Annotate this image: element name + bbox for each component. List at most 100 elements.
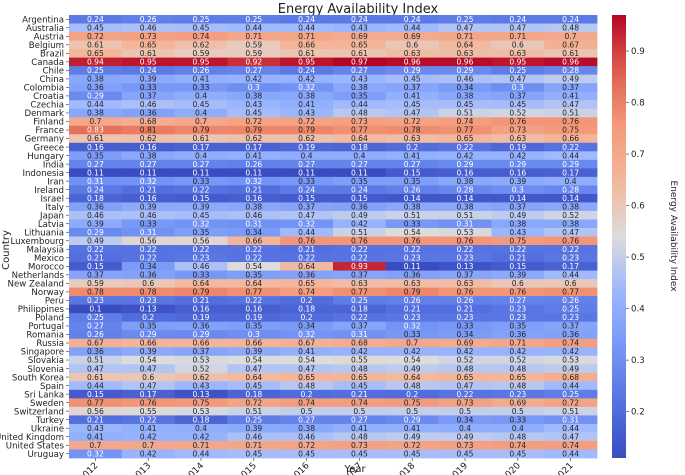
cell-value-label: 0.45 <box>351 449 368 458</box>
cell-value-label: 0.65 <box>351 373 368 382</box>
y-tick-label: Japan <box>39 211 64 221</box>
cell-value-label: 0.37 <box>509 202 526 211</box>
heatmap-cell <box>544 108 598 118</box>
heatmap-cell <box>385 219 439 229</box>
cell-value-label: 0.68 <box>562 373 579 382</box>
cell-value-label: 0.68 <box>351 339 368 348</box>
cell-value-label: 0.11 <box>140 168 157 177</box>
cell-value-label: 0.45 <box>193 100 210 109</box>
cell-value-label: 0.59 <box>245 41 262 50</box>
cell-value-label: 0.44 <box>193 449 210 458</box>
heatmap-cell <box>174 176 228 186</box>
y-tick-label: Luxembourg <box>10 237 64 247</box>
heatmap-cell <box>69 347 123 357</box>
cell-value-label: 0.2 <box>406 390 418 399</box>
heatmap-cell <box>174 134 228 144</box>
y-tick-label: Hungary <box>27 152 64 162</box>
heatmap-cell <box>333 32 387 41</box>
cell-value-label: 0.36 <box>87 83 104 92</box>
heatmap-cell <box>385 210 439 220</box>
heatmap-cell <box>280 227 334 237</box>
heatmap-cell <box>280 40 334 50</box>
cell-value-label: 0.94 <box>87 58 104 67</box>
cell-value-label: 0.14 <box>457 194 474 203</box>
cell-value-label: 0.47 <box>140 364 157 373</box>
cell-value-label: 0.23 <box>509 390 526 399</box>
heatmap-cell <box>69 49 123 58</box>
cell-value-label: 0.46 <box>457 75 474 84</box>
heatmap-cell <box>121 185 175 195</box>
heatmap-cell <box>544 355 598 365</box>
cell-value-label: 0.35 <box>404 177 421 186</box>
cell-value-label: 0.18 <box>298 305 315 314</box>
heatmap-cell <box>174 202 228 212</box>
cell-value-label: 0.33 <box>193 271 210 280</box>
cell-value-label: 0.35 <box>245 322 262 331</box>
heatmap-cell <box>333 210 387 220</box>
heatmap-cell <box>333 372 387 382</box>
cell-value-label: 0.4 <box>195 424 207 433</box>
heatmap-cell <box>438 134 492 144</box>
heatmap-cell <box>544 449 598 459</box>
heatmap-cell <box>69 406 123 416</box>
heatmap-cell <box>438 49 492 58</box>
y-tick-label: Ireland <box>34 186 64 196</box>
heatmap-cell <box>69 210 123 220</box>
cell-value-label: 0.48 <box>509 364 526 373</box>
cell-value-label: 0.49 <box>351 211 368 220</box>
cell-value-label: 0.45 <box>404 75 421 84</box>
heatmap-cell <box>544 389 598 399</box>
cell-value-label: 0.15 <box>87 390 104 399</box>
heatmap-cell <box>121 389 175 399</box>
heatmap-cell <box>174 245 228 254</box>
cell-value-label: 0.7 <box>195 117 207 126</box>
heatmap-cell <box>121 432 175 442</box>
cell-value-label: 0.44 <box>245 23 262 32</box>
cell-value-label: 0.39 <box>245 424 262 433</box>
heatmap-cell <box>121 23 175 33</box>
cell-value-label: 0.27 <box>404 160 421 169</box>
heatmap-cell <box>544 253 598 263</box>
cell-value-label: 0.22 <box>351 254 368 263</box>
cell-value-label: 0.38 <box>245 202 262 211</box>
y-tick-label: Denmark <box>25 109 65 119</box>
cell-value-label: 0.36 <box>87 202 104 211</box>
heatmap-cell <box>333 355 387 365</box>
cell-value-label: 0.24 <box>562 15 579 24</box>
heatmap-cell <box>174 372 228 382</box>
heatmap-cell <box>280 193 334 203</box>
cell-value-label: 0.22 <box>562 143 579 152</box>
heatmap-cell <box>280 108 334 118</box>
heatmap-cell <box>544 202 598 212</box>
heatmap-cell <box>385 372 439 382</box>
cell-value-label: 0.14 <box>509 194 526 203</box>
y-tick-label: Iran <box>47 177 64 187</box>
cell-value-label: 0.23 <box>562 254 579 263</box>
x-tick-label: 2014 <box>183 461 206 475</box>
cell-value-label: 0.54 <box>404 356 421 365</box>
heatmap-cell <box>544 296 598 306</box>
heatmap-cell <box>121 262 175 271</box>
cell-value-label: 0.3 <box>248 83 260 92</box>
cell-value-label: 0.47 <box>457 23 474 32</box>
heatmap-cell <box>69 423 123 433</box>
heatmap-cell <box>280 449 334 459</box>
cell-value-label: 0.26 <box>140 15 157 24</box>
heatmap-cell <box>544 313 598 323</box>
heatmap-cell <box>69 159 123 169</box>
heatmap-cell <box>491 253 545 263</box>
heatmap-cell <box>69 40 123 50</box>
cell-value-label: 0.17 <box>193 143 210 152</box>
heatmap-cell <box>69 83 123 93</box>
colorbar-tick-label: 0.9 <box>631 47 645 57</box>
heatmap-cell <box>544 398 598 408</box>
cell-value-label: 0.74 <box>193 32 210 41</box>
cell-value-label: 0.63 <box>404 49 421 58</box>
cell-value-label: 0.27 <box>87 322 104 331</box>
cell-value-label: 0.21 <box>87 415 104 424</box>
heatmap-cell <box>438 159 492 169</box>
cell-value-label: 0.6 <box>406 41 418 50</box>
cell-value-label: 0.24 <box>298 66 315 75</box>
cell-value-label: 0.24 <box>298 15 315 24</box>
cell-value-label: 0.33 <box>140 219 157 228</box>
